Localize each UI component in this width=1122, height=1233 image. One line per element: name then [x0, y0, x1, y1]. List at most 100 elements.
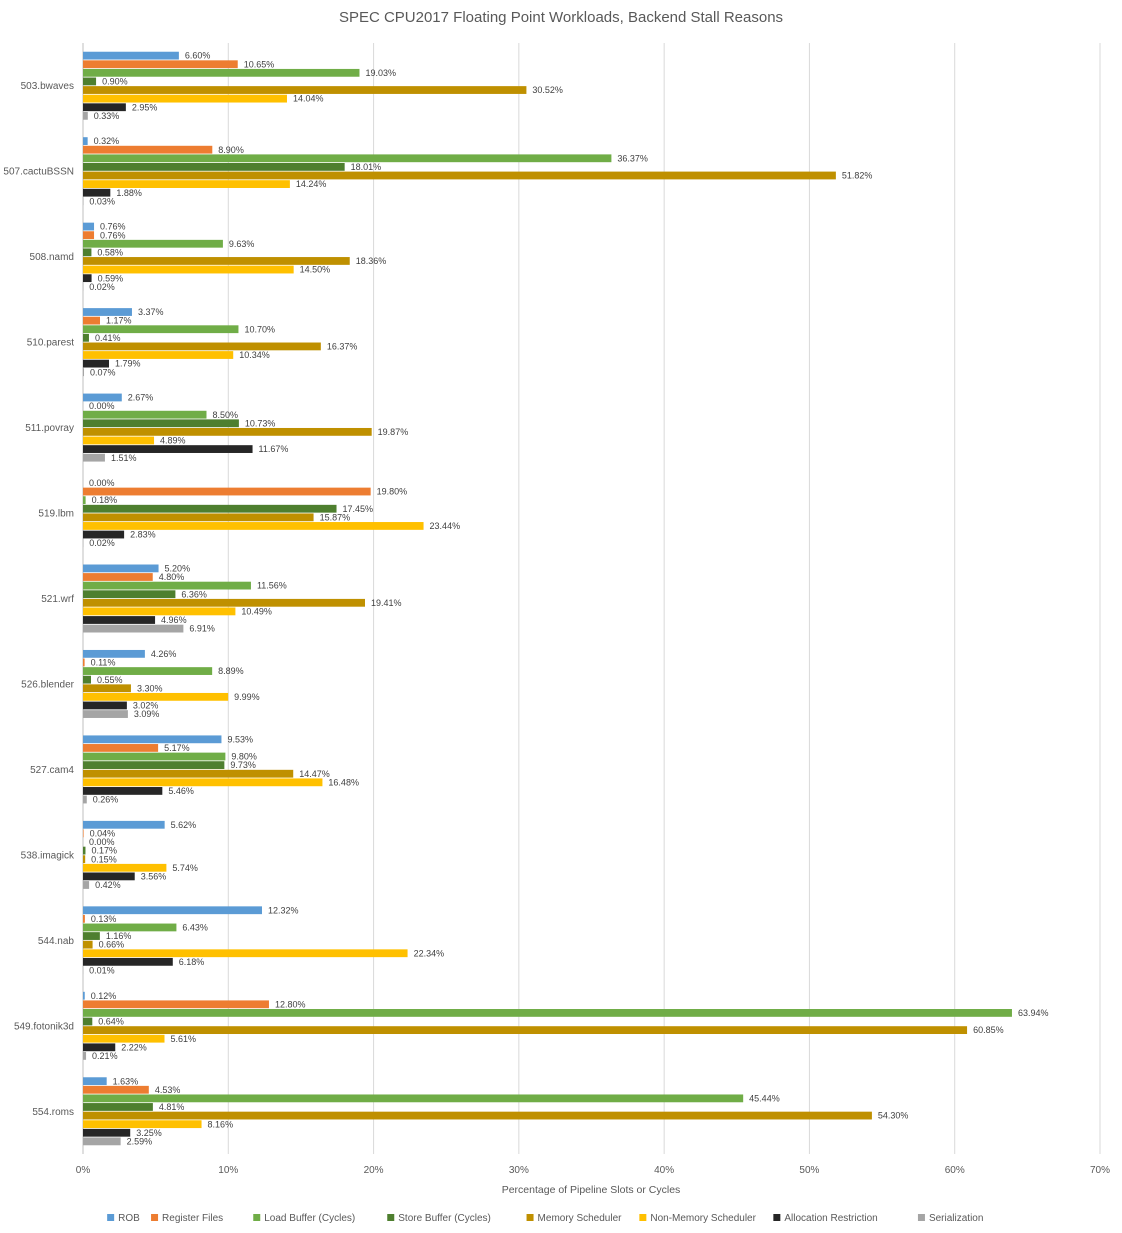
- data-label: 19.41%: [371, 598, 402, 608]
- bar: [83, 453, 105, 462]
- data-label: 2.59%: [127, 1136, 153, 1146]
- bar: [83, 342, 321, 351]
- data-label: 19.87%: [378, 427, 409, 437]
- chart-title: SPEC CPU2017 Floating Point Workloads, B…: [339, 9, 783, 26]
- bar: [83, 624, 184, 633]
- bar: [83, 274, 92, 283]
- bar: [83, 769, 294, 778]
- bar: [83, 1085, 149, 1094]
- category-label: 507.cactuBSSN: [3, 167, 74, 178]
- legend-label: Allocation Restriction: [784, 1213, 877, 1224]
- bar: [83, 581, 251, 590]
- data-label: 5.46%: [168, 786, 194, 796]
- data-label: 1.17%: [106, 316, 132, 326]
- data-label: 0.18%: [92, 495, 118, 505]
- bar: [83, 162, 345, 171]
- legend-swatch: [151, 1214, 159, 1221]
- x-tick-label: 20%: [364, 1165, 384, 1176]
- category-label: 554.roms: [32, 1107, 74, 1118]
- bar: [83, 393, 122, 402]
- category-label: 503.bwaves: [21, 81, 74, 92]
- legend-label: Memory Scheduler: [538, 1213, 623, 1224]
- legend-swatch: [526, 1214, 534, 1221]
- bar: [83, 684, 131, 693]
- bars: 6.60% 10.65% 19.03% 0.90% 30.52% 14.04% 2.95% 0…: [83, 51, 1048, 1146]
- bar: [83, 1009, 1012, 1017]
- bar: [83, 419, 239, 428]
- data-label: 0.42%: [95, 880, 121, 890]
- legend-label: ROB: [118, 1213, 140, 1224]
- legend-label: Non-Memory Scheduler: [650, 1213, 756, 1224]
- bar: [83, 787, 163, 795]
- bar: [83, 607, 236, 616]
- category-label: 538.imagick: [21, 850, 75, 861]
- data-label: 14.47%: [299, 769, 330, 779]
- bar: [83, 1111, 872, 1120]
- bar: [83, 1052, 87, 1060]
- bar: [83, 949, 408, 958]
- category-label: 527.cam4: [30, 765, 74, 776]
- data-label: 0.01%: [89, 966, 115, 976]
- data-label: 0.76%: [100, 222, 126, 232]
- category-label: 511.povray: [25, 423, 74, 434]
- bar: [83, 222, 95, 231]
- data-label: 6.60%: [185, 51, 211, 61]
- data-label: 19.80%: [377, 487, 408, 497]
- data-label: 6.91%: [189, 624, 215, 634]
- bar: [83, 863, 167, 872]
- legend-label: Load Buffer (Cycles): [264, 1213, 355, 1224]
- legend-swatch: [639, 1214, 647, 1221]
- x-tick-label: 70%: [1090, 1165, 1110, 1176]
- data-label: 0.26%: [93, 795, 119, 805]
- data-label: 9.73%: [230, 760, 256, 770]
- data-label: 8.50%: [212, 410, 238, 420]
- x-tick-label: 10%: [218, 1165, 238, 1176]
- x-tick-label: 30%: [509, 1165, 529, 1176]
- bar: [83, 564, 159, 573]
- data-label: 0.32%: [94, 136, 120, 146]
- data-label: 2.22%: [121, 1042, 147, 1052]
- data-label: 8.90%: [218, 145, 244, 155]
- data-label: 36.37%: [617, 153, 648, 163]
- data-label: 1.79%: [115, 359, 141, 369]
- bar: [83, 923, 177, 932]
- bar: [83, 487, 371, 496]
- data-label: 0.33%: [94, 111, 120, 121]
- bar: [83, 333, 89, 342]
- data-label: 0.55%: [97, 675, 123, 685]
- data-label: 0.90%: [102, 77, 128, 87]
- bar: [83, 94, 287, 103]
- bar: [83, 530, 125, 539]
- data-label: 10.70%: [244, 324, 275, 334]
- data-label: 0.66%: [99, 940, 125, 950]
- bar: [83, 616, 156, 624]
- bar: [83, 590, 176, 599]
- data-label: 17.45%: [343, 504, 374, 514]
- bar: [83, 410, 207, 419]
- legend-swatch: [387, 1214, 395, 1221]
- data-label: 10.73%: [245, 418, 276, 428]
- data-label: 8.89%: [218, 666, 244, 676]
- bar: [83, 752, 226, 761]
- bar: [83, 778, 323, 787]
- bar: [83, 1120, 202, 1129]
- legend-swatch: [253, 1214, 261, 1221]
- bar: [83, 1026, 968, 1035]
- bar: [83, 1077, 107, 1086]
- data-label: 4.80%: [159, 572, 185, 582]
- bar: [83, 649, 145, 658]
- data-label: 16.48%: [328, 777, 359, 787]
- data-label: 12.80%: [275, 999, 306, 1009]
- data-label: 0.64%: [98, 1017, 124, 1027]
- bar: [83, 761, 225, 770]
- bar: [83, 1128, 131, 1137]
- data-label: 11.56%: [257, 581, 287, 591]
- bar: [83, 872, 135, 881]
- bar: [83, 180, 290, 188]
- data-label: 0.11%: [91, 658, 116, 668]
- bar: [83, 940, 93, 949]
- data-label: 9.53%: [227, 734, 253, 744]
- data-label: 6.18%: [179, 957, 205, 967]
- bar: [83, 1034, 165, 1043]
